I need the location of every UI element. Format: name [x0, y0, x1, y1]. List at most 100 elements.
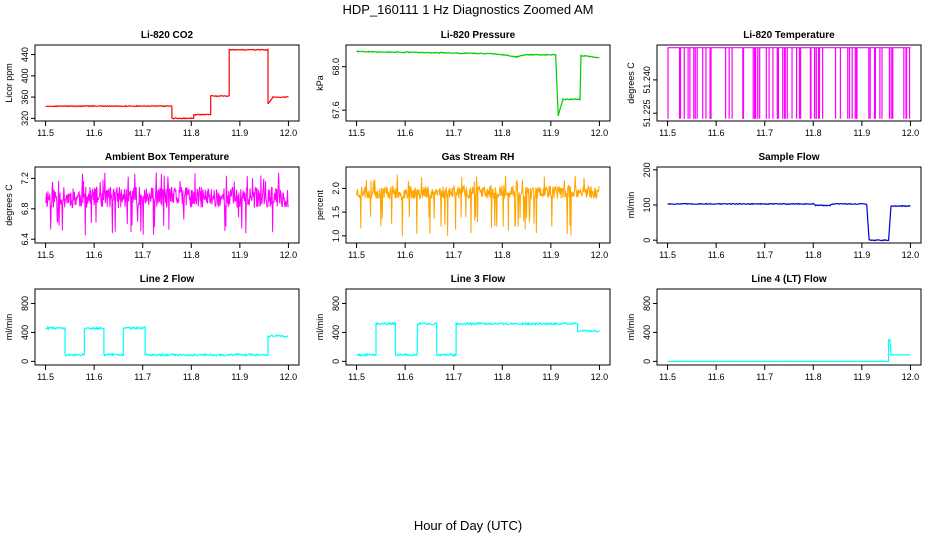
y-tick-label: 0 [331, 359, 341, 364]
x-tick-label: 11.8 [494, 250, 511, 260]
series-group [45, 47, 289, 120]
y-axis-label: ml/min [315, 314, 325, 341]
x-tick-label: 11.7 [756, 372, 773, 382]
chart-panel-5: Gas Stream RH 11.5 11.6 11.7 11.8 11.9 12.0 1.0… [315, 152, 611, 260]
series-line [356, 321, 600, 358]
series-group [667, 47, 911, 119]
y-tick-label: 51.240 [642, 66, 652, 94]
chart-panel-7: Line 2 Flow 11.5 11.6 11.7 11.8 11.9 12.0 0 400 8… [4, 274, 300, 382]
x-tick-label: 11.5 [659, 372, 676, 382]
x-tick-label: 11.5 [37, 128, 54, 138]
x-tick-label: 11.9 [231, 372, 248, 382]
y-tick-label: 1.0 [331, 230, 341, 243]
x-tick-label: 11.9 [853, 128, 870, 138]
x-tick-label: 11.7 [134, 372, 151, 382]
x-tick-label: 11.6 [397, 250, 414, 260]
y-axis-label: kPa [315, 75, 325, 91]
x-tick-label: 11.9 [542, 372, 559, 382]
x-tick-label: 11.5 [37, 250, 54, 260]
y-tick-label: 0 [642, 238, 652, 243]
x-tick-label: 12.0 [591, 128, 609, 138]
y-tick-label: 6.8 [20, 203, 30, 216]
x-tick-label: 11.9 [542, 128, 559, 138]
x-tick-label: 11.9 [231, 250, 248, 260]
plot-frame [656, 166, 922, 244]
x-tick-label: 11.7 [445, 128, 462, 138]
x-tick-label: 11.6 [397, 372, 414, 382]
series-group [356, 174, 600, 237]
x-tick-label: 12.0 [280, 128, 298, 138]
x-tick-label: 11.9 [542, 250, 559, 260]
x-tick-label: 11.8 [805, 372, 822, 382]
y-tick-label: 800 [642, 296, 652, 311]
x-tick-label: 11.5 [659, 250, 676, 260]
y-axis-label: ml/min [626, 192, 636, 219]
x-tick-label: 11.5 [659, 128, 676, 138]
y-tick-label: 320 [20, 111, 30, 126]
figure-title: HDP_160111 1 Hz Diagnostics Zoomed AM [342, 2, 594, 17]
y-tick-label: 68.0 [331, 58, 341, 76]
series-line [356, 50, 600, 117]
panel-title: Line 3 Flow [451, 274, 506, 285]
chart-panel-9: Line 4 (LT) Flow 11.5 11.6 11.7 11.8 11.9 12.0… [626, 274, 922, 382]
series-group [356, 50, 600, 117]
y-tick-label: 800 [20, 296, 30, 311]
x-tick-label: 11.6 [86, 128, 103, 138]
chart-panel-1: Li-820 CO2 11.5 11.6 11.7 11.8 11.9 12.0 320 360… [4, 30, 300, 138]
x-tick-label: 11.6 [86, 372, 103, 382]
series-group [356, 321, 600, 358]
y-tick-label: 400 [20, 68, 30, 83]
y-tick-label: 7.2 [20, 172, 30, 185]
x-tick-label: 11.8 [183, 372, 200, 382]
plot-frame [34, 166, 300, 244]
x-tick-label: 11.7 [134, 250, 151, 260]
x-tick-label: 11.9 [853, 250, 870, 260]
x-tick-label: 11.8 [494, 128, 511, 138]
plot-frame [34, 288, 300, 366]
y-tick-label: 100 [642, 197, 652, 212]
y-tick-label: 0 [642, 359, 652, 364]
x-tick-label: 11.8 [183, 128, 200, 138]
chart-panel-4: Ambient Box Temperature 11.5 11.6 11.7 11.8 1… [4, 152, 300, 260]
panel-title: Li-820 CO2 [141, 30, 194, 41]
x-tick-label: 11.7 [134, 128, 151, 138]
series-line [45, 172, 289, 236]
y-tick-label: 440 [20, 47, 30, 62]
plot-frame [345, 288, 611, 366]
y-axis-label: percent [315, 189, 325, 220]
series-line [45, 47, 289, 120]
x-tick-label: 11.7 [445, 372, 462, 382]
y-axis-label: degrees C [626, 62, 636, 104]
y-tick-label: 400 [642, 325, 652, 340]
series-line [667, 339, 911, 363]
x-tick-label: 11.6 [86, 250, 103, 260]
x-tick-label: 11.7 [756, 128, 773, 138]
series-line [45, 325, 289, 358]
x-tick-label: 11.8 [494, 372, 511, 382]
x-tick-label: 11.6 [708, 128, 725, 138]
y-tick-label: 360 [20, 90, 30, 105]
y-axis-label: ml/min [4, 314, 14, 341]
series-group [45, 325, 289, 358]
y-tick-label: 6.4 [20, 233, 30, 246]
plot-frame [345, 166, 611, 244]
x-tick-label: 12.0 [591, 372, 609, 382]
y-tick-label: 51.225 [642, 99, 652, 127]
y-axis-label: Licor ppm [4, 63, 14, 103]
plot-frame [345, 44, 611, 122]
y-tick-label: 800 [331, 296, 341, 311]
plot-frame [656, 44, 922, 122]
plot-frame [656, 288, 922, 366]
x-axis-caption: Hour of Day (UTC) [413, 518, 523, 533]
x-tick-label: 11.9 [231, 128, 248, 138]
series-group [667, 339, 911, 363]
x-tick-label: 11.8 [183, 250, 200, 260]
series-group [45, 172, 289, 236]
x-tick-label: 11.6 [708, 372, 725, 382]
plot-frame [34, 44, 300, 122]
y-tick-label: 1.5 [331, 206, 341, 219]
panel-title: Sample Flow [758, 152, 819, 163]
x-tick-label: 11.5 [348, 128, 365, 138]
chart-panel-8: Line 3 Flow 11.5 11.6 11.7 11.8 11.9 12.0 0 400 8… [315, 274, 611, 382]
